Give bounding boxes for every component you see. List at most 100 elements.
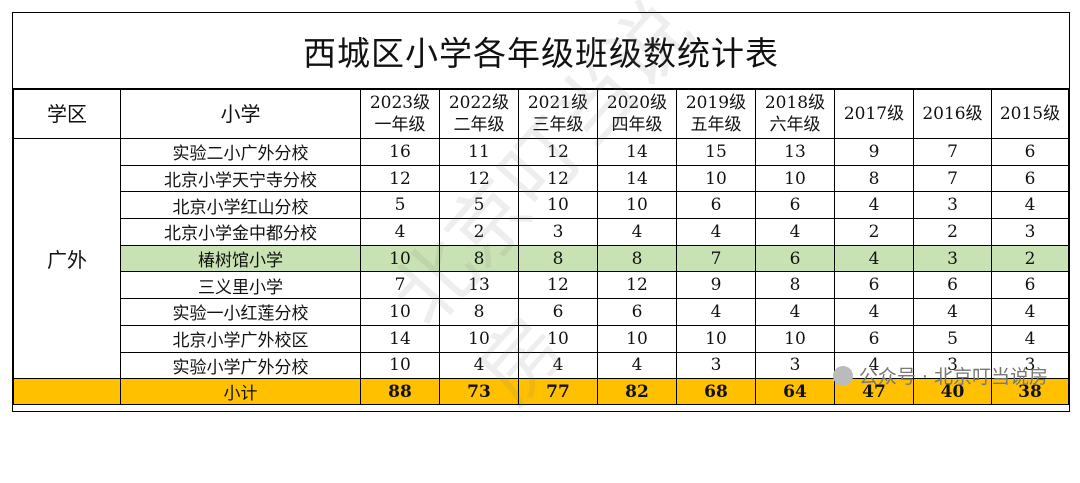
class-count-cell: 14 (597, 138, 677, 166)
table-row: 北京小学天宁寺分校 12 12 12 14 10 10 8 7 6 (14, 164, 1069, 193)
header-grade-year: 2017级 (843, 104, 905, 124)
subtotal-blank-cell (13, 378, 121, 406)
class-count-cell: 7 (913, 138, 992, 166)
class-count-cell: 4 (676, 298, 756, 326)
page-title: 西城区小学各年级班级数统计表 (13, 13, 1069, 89)
class-count-cell: 7 (676, 244, 756, 273)
class-count-cell: 12 (518, 271, 598, 300)
subtotal-row: 小计 88 73 77 82 68 64 47 40 38 (13, 378, 1069, 406)
class-count-cell: 3 (676, 351, 756, 380)
class-count-table: 学区 小学 2023级 一年级 2022级 二年级 2021级 三年级 2020级 四年… (13, 89, 1069, 406)
class-count-cell: 10 (755, 324, 835, 353)
school-name-cell: 实验一小红莲分校 (120, 298, 361, 326)
class-count-cell: 12 (439, 164, 519, 193)
school-name-cell: 北京小学金中都分校 (120, 218, 361, 246)
class-count-cell: 8 (597, 244, 677, 273)
class-count-cell: 9 (834, 138, 914, 166)
school-name-cell: 三义里小学 (120, 271, 361, 300)
header-grade-year: 2020级 (606, 93, 668, 113)
class-count-cell: 8 (518, 244, 598, 273)
class-count-cell: 4 (439, 351, 519, 380)
class-count-cell: 12 (597, 271, 677, 300)
class-count-cell: 5 (439, 191, 519, 220)
subtotal-value-cell: 68 (676, 378, 756, 406)
class-count-cell: 12 (518, 164, 598, 193)
header-grade: 2015级 (991, 89, 1069, 139)
class-count-cell: 5 (360, 191, 440, 220)
class-count-cell: 8 (439, 244, 519, 273)
header-grade: 2019级 五年级 (676, 89, 756, 139)
class-count-cell: 2 (834, 218, 914, 246)
class-count-cell: 14 (597, 164, 677, 193)
header-district: 学区 (13, 89, 121, 139)
header-grade-year: 2023级 (369, 93, 431, 113)
class-count-cell: 10 (360, 298, 440, 326)
header-grade-year: 2015级 (999, 104, 1061, 124)
district-cell: 广外 (13, 137, 121, 380)
header-grade: 2017级 (834, 89, 914, 139)
class-count-cell: 3 (755, 351, 835, 380)
class-count-cell: 4 (991, 298, 1069, 326)
subtotal-value-cell: 77 (518, 378, 598, 406)
school-name-cell: 实验二小广外分校 (120, 138, 361, 166)
class-count-cell: 8 (834, 164, 914, 193)
subtotal-value-cell: 73 (439, 378, 519, 406)
class-count-cell: 6 (676, 191, 756, 220)
header-grade: 2022级 二年级 (439, 89, 519, 139)
class-count-cell: 10 (360, 244, 440, 273)
class-count-cell: 10 (439, 324, 519, 353)
class-count-cell: 10 (518, 191, 598, 220)
class-count-cell: 6 (834, 271, 914, 300)
class-count-cell: 13 (755, 138, 835, 166)
wechat-credit: 公众号 · 北京叮当说房 (832, 362, 1048, 389)
class-count-cell: 3 (991, 351, 1069, 380)
class-count-cell: 4 (676, 218, 756, 246)
class-count-cell: 9 (676, 271, 756, 300)
school-name-cell: 北京小学天宁寺分校 (120, 164, 361, 193)
class-count-cell: 6 (755, 244, 835, 273)
class-count-cell: 12 (360, 164, 440, 193)
class-count-cell: 8 (439, 298, 519, 326)
class-count-cell: 4 (518, 351, 598, 380)
class-count-cell: 15 (676, 138, 756, 166)
class-count-cell: 4 (991, 191, 1069, 220)
class-count-cell: 6 (991, 164, 1069, 193)
school-name-cell: 北京小学广外校区 (120, 324, 361, 353)
header-school: 小学 (120, 89, 361, 139)
class-count-cell: 2 (439, 218, 519, 246)
class-count-cell: 3 (991, 218, 1069, 246)
class-count-cell: 4 (597, 351, 677, 380)
class-count-cell: 10 (597, 324, 677, 353)
header-grade-year: 2021级 (527, 93, 589, 113)
class-count-cell: 3 (913, 191, 992, 220)
table-row: 实验小学广外分校 10 4 4 4 3 3 4 3 3 (14, 351, 1069, 380)
subtotal-value-cell: 38 (991, 378, 1069, 406)
class-count-cell: 6 (913, 271, 992, 300)
header-grade-level: 一年级 (374, 115, 426, 135)
class-count-cell: 14 (360, 324, 440, 353)
class-count-cell: 10 (360, 351, 440, 380)
class-count-cell: 4 (360, 218, 440, 246)
class-count-cell: 6 (991, 271, 1069, 300)
class-count-cell: 8 (755, 271, 835, 300)
class-count-cell: 10 (676, 324, 756, 353)
class-count-cell: 4 (597, 218, 677, 246)
class-count-cell: 4 (991, 324, 1069, 353)
class-count-cell: 10 (755, 164, 835, 193)
header-grade: 2020级 四年级 (597, 89, 677, 139)
class-count-cell: 7 (913, 164, 992, 193)
header-grade-level: 三年级 (532, 115, 584, 135)
subtotal-label: 小计 (120, 378, 361, 406)
table-row: 三义里小学 7 13 12 12 9 8 6 6 6 (14, 271, 1069, 300)
class-count-cell: 6 (597, 298, 677, 326)
header-grade: 2021级 三年级 (518, 89, 598, 139)
class-count-cell: 5 (913, 324, 992, 353)
subtotal-value-cell: 40 (913, 378, 992, 406)
class-count-cell: 3 (518, 218, 598, 246)
class-count-cell: 10 (676, 164, 756, 193)
header-grade-year: 2022级 (448, 93, 510, 113)
credit-text: 公众号 · 北京叮当说房 (858, 366, 1048, 388)
header-grade: 2018级 六年级 (755, 89, 835, 139)
header-grade: 2016级 (913, 89, 992, 139)
subtotal-value-cell: 64 (755, 378, 835, 406)
